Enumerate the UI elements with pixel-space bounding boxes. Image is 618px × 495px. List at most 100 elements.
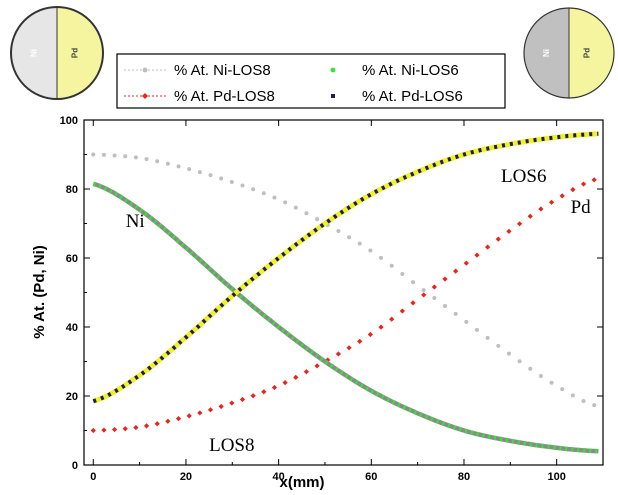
data-point	[315, 217, 320, 222]
data-point	[197, 410, 203, 416]
data-point	[176, 164, 181, 169]
data-point	[506, 228, 512, 234]
series-at-ni-los8	[91, 152, 597, 408]
data-point	[357, 241, 362, 246]
series-at-ni-los6	[92, 181, 599, 454]
data-point	[303, 369, 310, 375]
data-point	[293, 374, 299, 380]
data-point	[495, 236, 501, 242]
data-point	[389, 263, 394, 268]
data-point	[400, 271, 405, 276]
inset-circle-los8: Ni Pd	[10, 6, 104, 100]
inset-half-ni	[11, 7, 57, 99]
data-point	[325, 357, 331, 363]
annotation-ni: Ni	[126, 211, 145, 232]
legend-label: % At. Ni-LOS6	[362, 62, 459, 79]
data-point	[432, 296, 437, 301]
y-tick-label: 40	[66, 322, 78, 334]
data-point	[219, 176, 224, 181]
data-point	[485, 244, 491, 250]
data-point	[101, 427, 107, 433]
data-point	[133, 424, 139, 431]
series-at-pd-los6	[92, 131, 599, 404]
data-point	[367, 331, 373, 338]
annotation-los6: LOS6	[501, 166, 546, 187]
x-tick-label: 0	[90, 471, 96, 483]
annotation-los8: LOS8	[209, 435, 254, 456]
data-point	[144, 157, 149, 162]
data-point	[421, 288, 426, 293]
data-point	[229, 179, 234, 184]
data-point	[453, 311, 458, 316]
data-point	[474, 252, 480, 258]
data-point	[91, 152, 96, 157]
data-point	[282, 380, 288, 386]
x-axis: 0 20 40 60 80 100	[90, 120, 566, 483]
legend-swatch-marker	[142, 67, 148, 73]
legend-entry-at-ni-los6: % At. Ni-LOS6	[330, 62, 459, 79]
series-markers	[92, 181, 599, 454]
data-point	[379, 255, 384, 260]
data-point	[218, 403, 224, 410]
data-point	[368, 248, 373, 253]
y-tick-label: 0	[72, 460, 78, 472]
data-point	[335, 351, 342, 357]
data-point	[453, 268, 459, 274]
data-point	[442, 303, 447, 308]
data-point	[133, 155, 138, 160]
data-point	[485, 335, 490, 340]
data-point	[538, 373, 543, 378]
data-point	[143, 423, 150, 429]
data-point	[261, 191, 266, 196]
data-point	[165, 418, 171, 424]
inset-half-ni	[524, 8, 569, 98]
data-point	[517, 359, 522, 364]
data-point	[122, 426, 128, 432]
data-point	[580, 181, 587, 187]
data-point	[570, 186, 576, 193]
data-point	[410, 300, 416, 306]
data-point	[154, 421, 160, 427]
y-tick-label: 20	[66, 391, 78, 403]
data-point	[463, 260, 469, 266]
x-tick-label: 20	[180, 471, 192, 483]
data-point	[261, 389, 267, 395]
data-point	[240, 183, 245, 188]
data-point	[251, 187, 256, 192]
data-point	[187, 167, 192, 172]
data-point	[591, 177, 597, 183]
legend-box	[116, 53, 506, 109]
data-point	[496, 343, 501, 348]
inset-outline	[10, 6, 104, 100]
data-point	[389, 316, 395, 322]
data-point	[111, 426, 118, 433]
data-point	[112, 153, 117, 158]
data-point	[357, 338, 363, 344]
data-point	[175, 416, 182, 422]
data-point	[304, 211, 309, 216]
data-point	[421, 292, 427, 298]
data-point	[528, 366, 533, 371]
legend-entry-at-ni-los8: % At. Ni-LOS8	[124, 62, 271, 79]
data-point	[346, 345, 352, 351]
y-tick-label: 80	[66, 184, 78, 196]
inset-label-pd: Pd	[71, 48, 80, 58]
data-point	[538, 206, 544, 212]
data-point	[197, 170, 202, 175]
data-point	[155, 159, 160, 164]
series-line	[92, 181, 599, 454]
legend-swatch-marker	[330, 67, 336, 73]
data-point	[442, 276, 448, 282]
x-axis-title: x(mm)	[279, 474, 324, 491]
legend-entry-at-pd-los6: % At. Pd-LOS6	[331, 88, 463, 105]
data-point	[464, 319, 469, 324]
data-point	[314, 363, 320, 369]
legend: % At. Ni-LOS8 % At. Ni-LOS6 % At. Pd-LOS8%…	[116, 53, 506, 109]
inset-outline	[523, 7, 615, 99]
x-tick-label: 100	[547, 471, 565, 483]
annotations: Ni LOS6 Pd LOS8	[126, 166, 591, 456]
series-at-pd-los8	[90, 177, 597, 434]
data-point	[101, 152, 106, 157]
data-point	[239, 396, 246, 403]
